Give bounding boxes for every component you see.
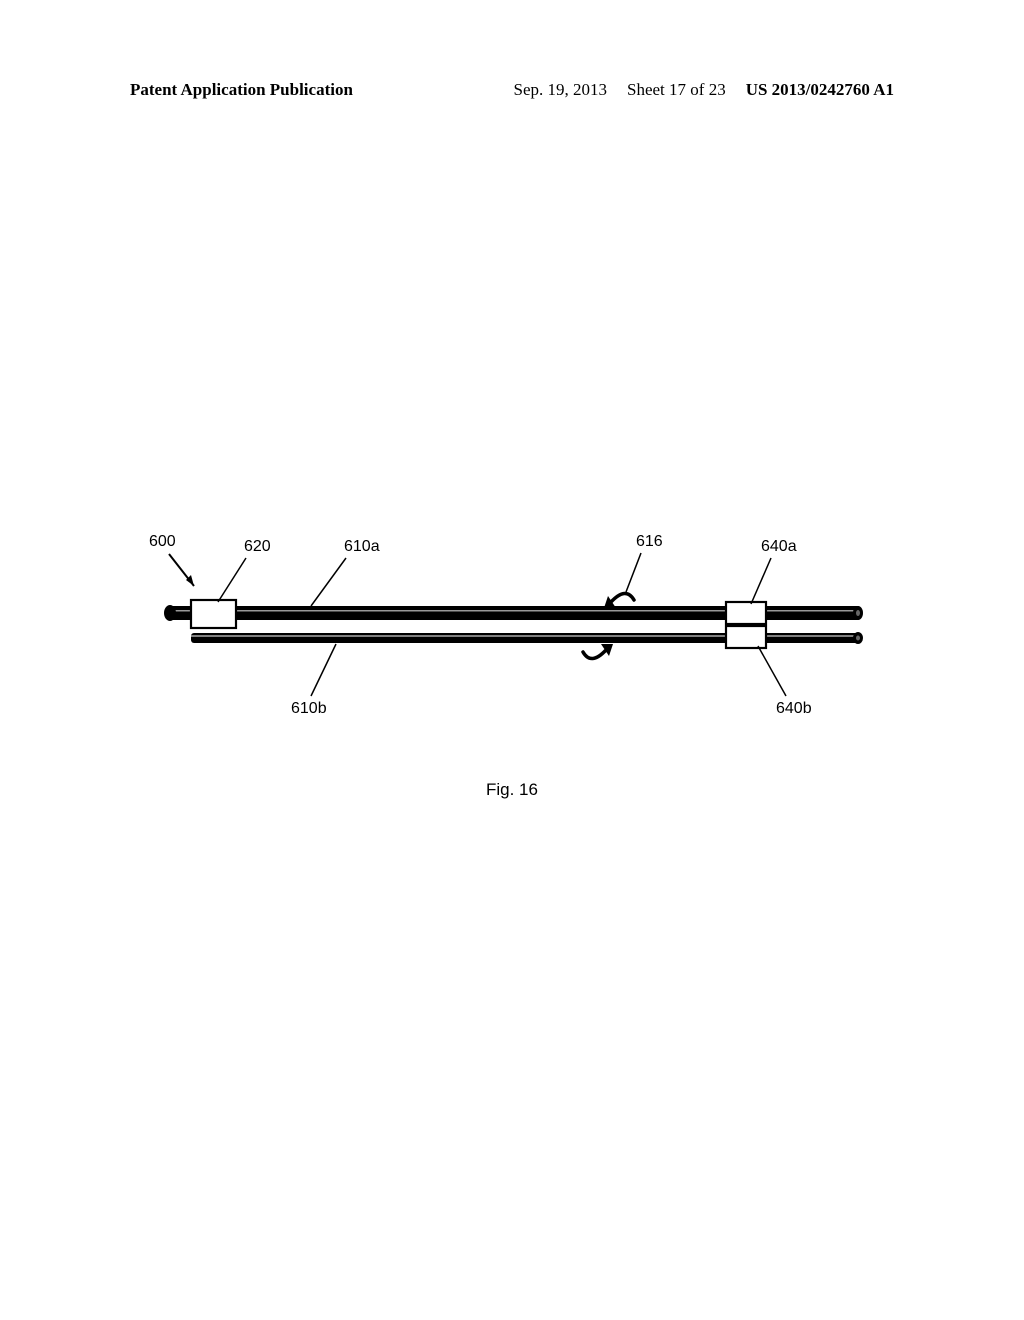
label-610a: 610a [311,538,380,606]
patent-header: Patent Application Publication Sep. 19, … [0,80,1024,100]
figure-16: 600 620 610a 616 640a 610b [136,518,886,798]
label-620: 620 [218,538,271,602]
label-640b-text: 640b [776,700,812,717]
figure-caption: Fig. 16 [0,780,1024,800]
label-610a-text: 610a [344,538,380,555]
header-right-group: Sep. 19, 2013 Sheet 17 of 23 US 2013/024… [514,80,894,100]
right-block-upper [726,602,766,624]
label-610b: 610b [291,644,336,717]
label-600-text: 600 [149,533,176,550]
publication-date: Sep. 19, 2013 [514,80,608,100]
publication-label: Patent Application Publication [130,80,353,100]
label-600: 600 [149,533,194,586]
sheet-number: Sheet 17 of 23 [627,80,726,100]
label-616-text: 616 [636,533,663,550]
label-610b-text: 610b [291,700,327,717]
label-616: 616 [626,533,663,592]
right-block-lower [726,626,766,648]
label-620-text: 620 [244,538,271,555]
label-640a-text: 640a [761,538,797,555]
left-block [191,600,236,628]
figure-svg: 600 620 610a 616 640a 610b [136,518,886,798]
label-640b: 640b [758,646,812,717]
publication-number: US 2013/0242760 A1 [746,80,894,100]
label-640a: 640a [751,538,797,604]
rotation-arrow [583,593,634,658]
